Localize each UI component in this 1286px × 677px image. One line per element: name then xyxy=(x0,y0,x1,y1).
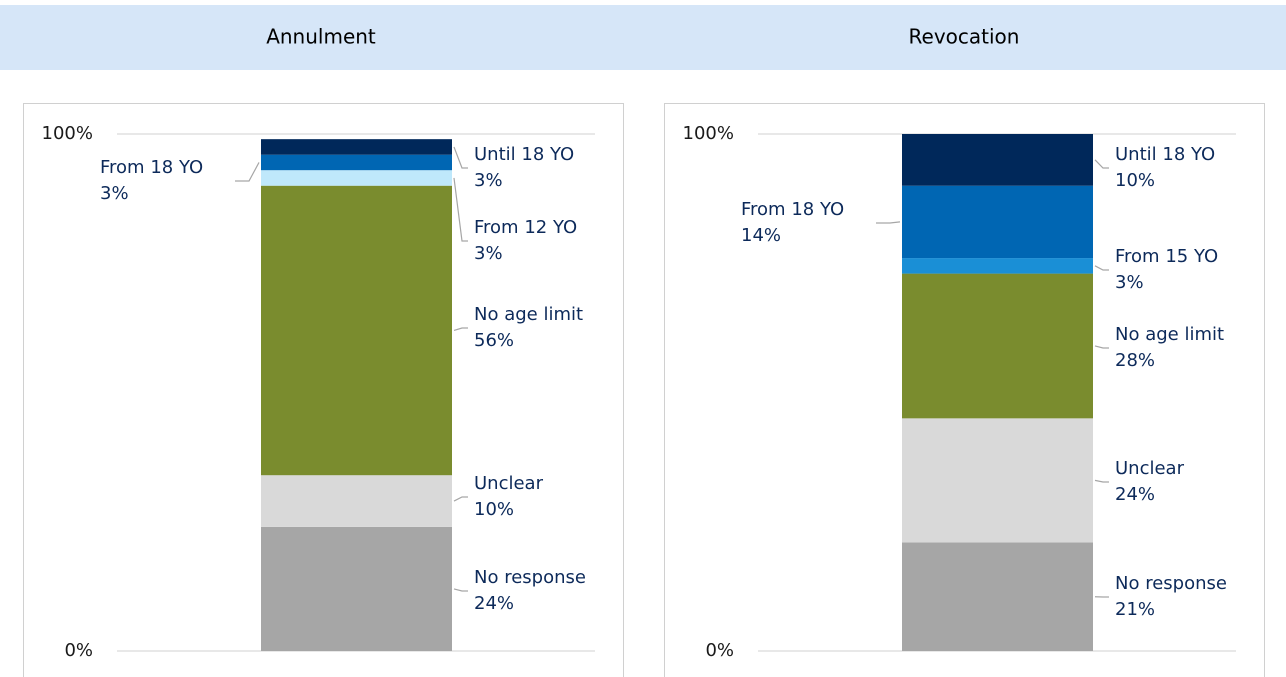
series-label: From 12 YO xyxy=(474,217,577,238)
value-label: 24% xyxy=(1115,484,1155,505)
series-label: Unclear xyxy=(1115,458,1185,479)
leader-line xyxy=(1094,345,1109,349)
chart-title: Revocation xyxy=(909,25,1020,49)
leader-line xyxy=(235,162,260,182)
value-label: 3% xyxy=(100,183,129,204)
bar-segment xyxy=(902,185,1093,259)
bar-segment xyxy=(261,154,452,171)
leader-line xyxy=(1094,479,1109,483)
leader-line xyxy=(876,221,901,224)
series-label: From 18 YO xyxy=(741,199,844,220)
panel xyxy=(23,103,624,677)
y-tick-label: 100% xyxy=(42,123,93,144)
header-band xyxy=(0,5,1286,70)
bar-segment xyxy=(902,542,1093,651)
leader-line xyxy=(453,327,468,332)
bar-segment xyxy=(902,258,1093,274)
chart-title: Annulment xyxy=(266,25,376,49)
y-tick-label: 0% xyxy=(705,640,734,661)
bar-segment xyxy=(902,273,1093,419)
value-label: 10% xyxy=(474,499,514,520)
value-label: 10% xyxy=(1115,170,1155,191)
value-label: 3% xyxy=(1115,272,1144,293)
value-label: 14% xyxy=(741,225,781,246)
leader-line xyxy=(1094,265,1109,271)
y-tick-label: 100% xyxy=(683,123,734,144)
value-label: 56% xyxy=(474,330,514,351)
leader-line xyxy=(453,177,468,242)
leader-line xyxy=(453,146,468,169)
bar-segment xyxy=(261,526,452,651)
series-label: Unclear xyxy=(474,473,544,494)
leader-line xyxy=(1094,159,1109,169)
value-label: 3% xyxy=(474,243,503,264)
leader-line xyxy=(453,588,468,592)
bar-segment xyxy=(261,170,452,186)
bar-segment xyxy=(261,139,452,155)
panel xyxy=(664,103,1265,677)
leader-line xyxy=(453,496,468,502)
series-label: No age limit xyxy=(474,304,583,325)
series-label: Until 18 YO xyxy=(474,144,574,165)
value-label: 24% xyxy=(474,593,514,614)
bar-segment xyxy=(902,134,1093,186)
series-label: No age limit xyxy=(1115,324,1224,345)
y-tick-label: 0% xyxy=(64,640,93,661)
bar-segment xyxy=(261,475,452,527)
series-label: From 15 YO xyxy=(1115,246,1218,267)
value-label: 28% xyxy=(1115,350,1155,371)
series-label: No response xyxy=(474,567,586,588)
series-label: From 18 YO xyxy=(100,157,203,178)
bar-segment xyxy=(261,185,452,476)
value-label: 21% xyxy=(1115,599,1155,620)
series-label: No response xyxy=(1115,573,1227,594)
series-label: Until 18 YO xyxy=(1115,144,1215,165)
bar-segment xyxy=(902,418,1093,543)
value-label: 3% xyxy=(474,170,503,191)
